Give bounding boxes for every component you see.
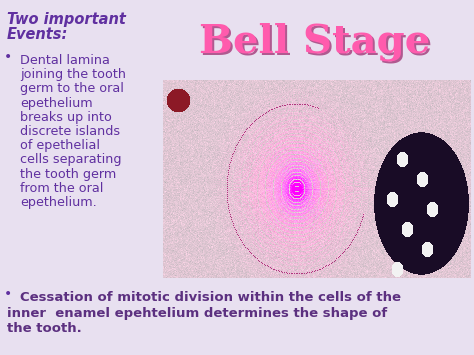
Text: Cessation of mitotic division within the cells of the: Cessation of mitotic division within the…: [20, 291, 401, 304]
Text: epethelium: epethelium: [20, 97, 92, 110]
Text: cells separating: cells separating: [20, 153, 121, 166]
Text: •: •: [4, 287, 12, 301]
Text: Bell Stage: Bell Stage: [200, 23, 430, 61]
Text: germ to the oral: germ to the oral: [20, 82, 124, 95]
Text: •: •: [4, 50, 12, 64]
Text: Dental lamina: Dental lamina: [20, 54, 110, 67]
Text: epethelium.: epethelium.: [20, 196, 97, 209]
Text: the tooth.: the tooth.: [7, 322, 82, 335]
Text: inner  enamel epehtelium determines the shape of: inner enamel epehtelium determines the s…: [7, 306, 387, 320]
Text: discrete islands: discrete islands: [20, 125, 120, 138]
Text: joining the tooth: joining the tooth: [20, 68, 126, 81]
Text: Bell Stage: Bell Stage: [201, 25, 433, 63]
Text: breaks up into: breaks up into: [20, 111, 112, 124]
Text: of epethelial: of epethelial: [20, 139, 100, 152]
Text: from the oral: from the oral: [20, 182, 103, 195]
Text: Events:: Events:: [7, 27, 68, 42]
Text: Two important: Two important: [7, 12, 126, 27]
Text: the tooth germ: the tooth germ: [20, 168, 116, 181]
